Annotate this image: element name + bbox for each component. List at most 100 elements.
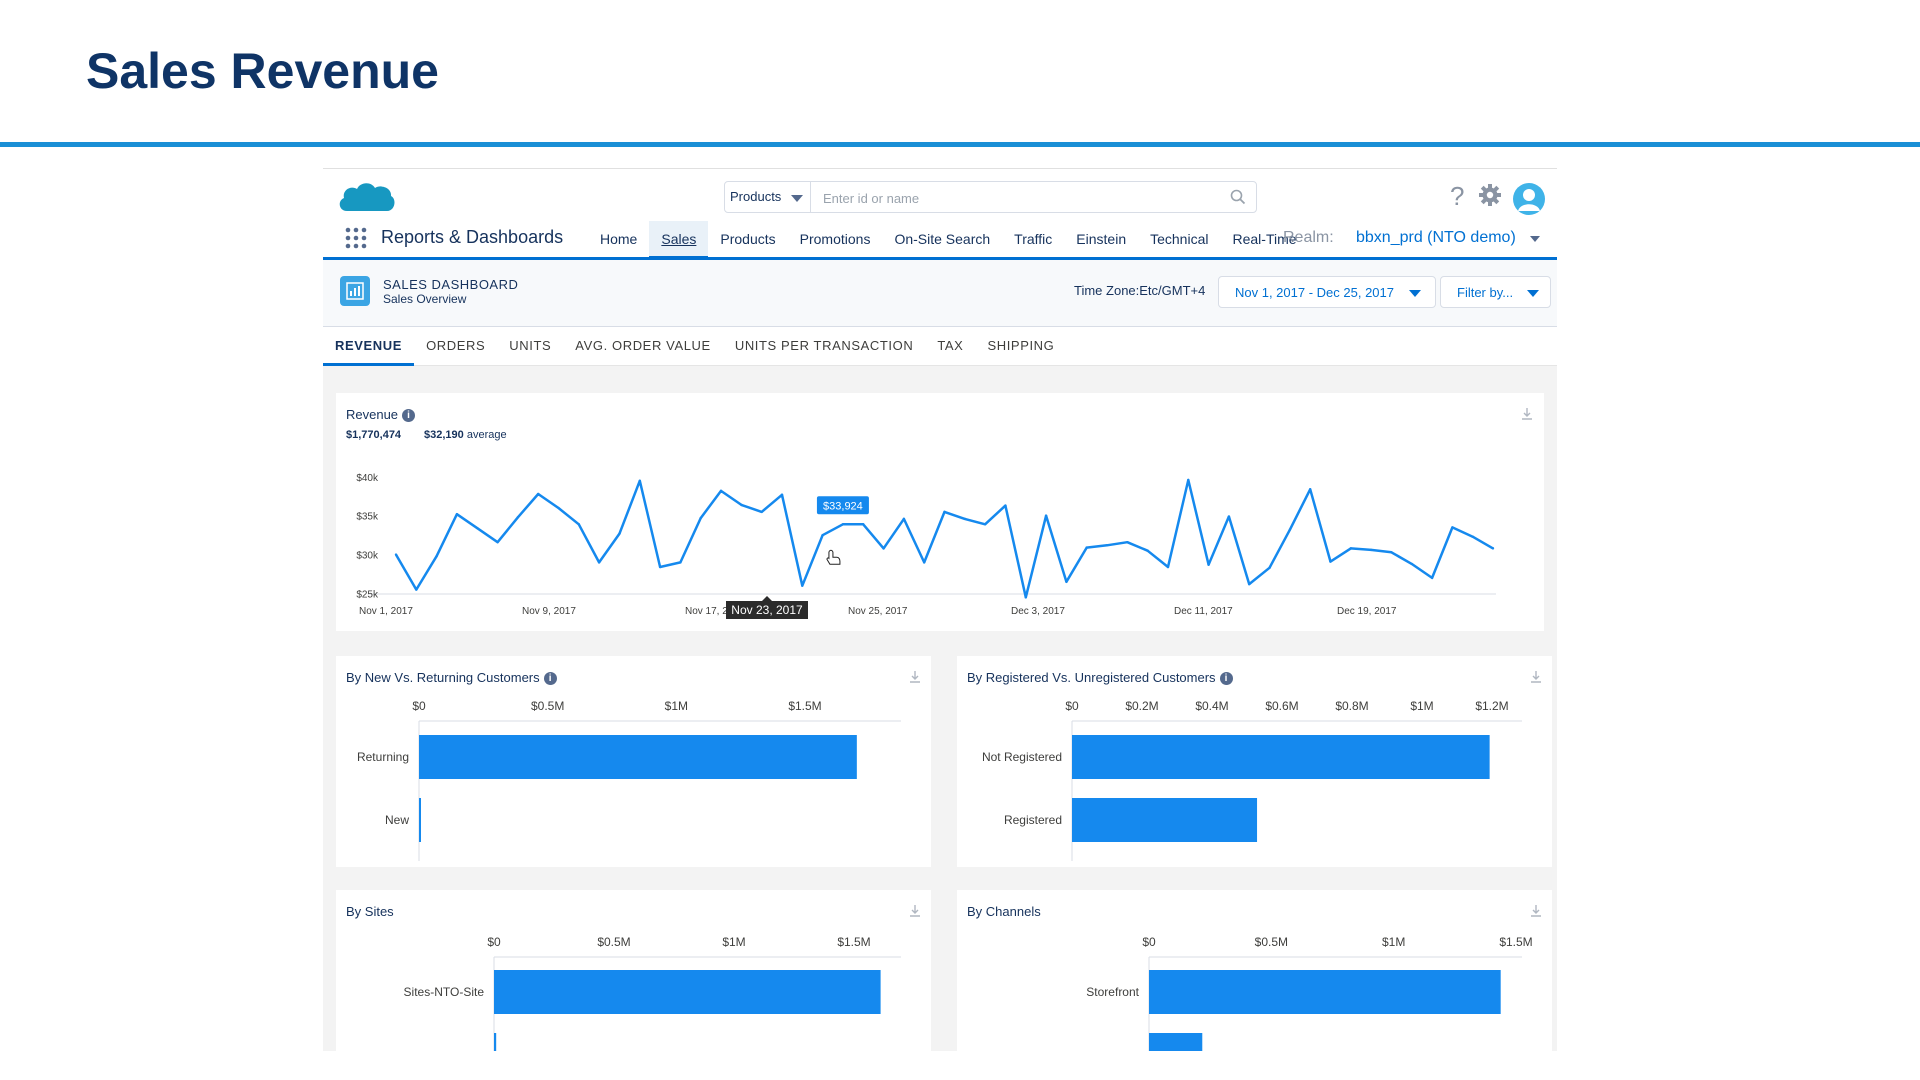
search-input[interactable] [821, 182, 1225, 214]
main-nav: Home Sales Products Promotions On-Site S… [588, 221, 1309, 259]
search-icon[interactable] [1230, 189, 1246, 205]
info-icon[interactable]: i [402, 409, 416, 422]
tab-revenue[interactable]: REVENUE [323, 327, 415, 366]
avatar-icon[interactable] [1513, 183, 1545, 215]
data-point [1146, 549, 1149, 552]
cursor-hand-icon [826, 549, 841, 565]
nav-item-home[interactable]: Home [600, 231, 638, 247]
data-point [577, 523, 581, 526]
chevron-down-icon [1527, 290, 1539, 297]
data-point [1004, 504, 1007, 507]
download-icon[interactable] [908, 670, 922, 684]
tab-orders[interactable]: ORDERS [426, 338, 486, 353]
cursor-hand-shape [826, 549, 841, 565]
tooltip-date: Nov 23, 2017 [731, 603, 803, 617]
x-tick-label: Nov 17, 2017 [685, 606, 745, 617]
y-tick-label: $40k [356, 473, 379, 484]
tab-shipping[interactable]: SHIPPING [987, 338, 1055, 353]
category-label: Sites-NTO-Site [404, 985, 485, 999]
x-tick-label: $1.5M [788, 699, 821, 713]
tab-avg-order-value[interactable]: AVG. ORDER VALUE [575, 338, 711, 353]
salesforce-cloud-logo[interactable] [337, 179, 397, 221]
by-sites-bar-chart: $0 $0.5M $1M $1.5M Sites-NTO-Site [404, 935, 901, 1051]
by-channels-card: By Channels $0 $0.5M $1M $1.5M Storefront [957, 890, 1552, 1051]
timezone-label: Time Zone:Etc/GMT+4 [1074, 283, 1206, 298]
date-range-picker[interactable]: Nov 1, 2017 - Dec 25, 2017 [1218, 276, 1436, 308]
nav-underline [323, 257, 1557, 260]
metric-tabs: REVENUE ORDERS UNITS AVG. ORDER VALUE UN… [323, 327, 1557, 366]
revenue-average-label: average [466, 429, 507, 441]
search-scope-label: Products [730, 189, 782, 204]
data-point [1024, 596, 1027, 599]
data-point [1369, 548, 1373, 552]
y-tick-label: $35k [356, 512, 379, 523]
bar [1149, 1033, 1203, 1051]
search-scope-dropdown[interactable]: Products [725, 182, 811, 212]
nav-item-products[interactable]: Products [720, 231, 776, 247]
bar [1149, 970, 1501, 1014]
data-point [1085, 546, 1088, 549]
app-screenshot: Products ? [323, 168, 1557, 1051]
nav-item-traffic[interactable]: Traffic [1014, 231, 1053, 247]
download-icon[interactable] [1529, 670, 1543, 684]
category-label: Storefront [1086, 985, 1139, 999]
tab-tax[interactable]: TAX [937, 338, 964, 353]
x-tick-label: Dec 3, 2017 [1011, 606, 1065, 617]
nav-item-sales[interactable]: Sales [649, 221, 709, 259]
category-label: Returning [357, 750, 409, 764]
data-point [902, 517, 906, 521]
by-channels-title: By Channels [967, 904, 1041, 919]
data-point [415, 588, 418, 591]
data-point [394, 553, 398, 556]
nav-item-on-site-search[interactable]: On-Site Search [894, 231, 991, 247]
x-tick-label: $0.4M [1195, 699, 1228, 713]
data-point [537, 492, 540, 496]
chevron-down-icon[interactable] [1530, 236, 1540, 242]
data-point [760, 510, 763, 514]
data-point [841, 523, 845, 526]
tooltip-date-box [726, 601, 808, 619]
data-point [1288, 528, 1292, 531]
new-vs-returning-title-text: By New Vs. Returning Customers [346, 670, 540, 685]
by-channels-bar-chart: $0 $0.5M $1M $1.5M Storefront [1086, 935, 1533, 1051]
filter-button[interactable]: Filter by... [1440, 276, 1551, 308]
data-point [455, 512, 459, 516]
bar [419, 735, 857, 779]
new-vs-returning-bar-chart: $0 $0.5M $1M $1.5M Returning New [357, 699, 901, 861]
data-point [557, 506, 560, 510]
app-name: Reports & Dashboards [381, 227, 564, 247]
revenue-title-text: Revenue [346, 407, 399, 422]
data-point [1390, 551, 1393, 554]
app-grid-icon[interactable] [345, 227, 367, 249]
x-tick-label: $0 [412, 699, 426, 713]
tab-units-per-transaction[interactable]: UNITS PER TRANSACTION [734, 338, 914, 353]
x-tick-label: $0.8M [1335, 699, 1368, 713]
tab-units[interactable]: UNITS [509, 338, 552, 353]
nav-item-technical[interactable]: Technical [1150, 231, 1209, 247]
bar [419, 798, 421, 842]
registered-vs-unregistered-card: By Registered Vs. Unregistered Customers… [957, 656, 1552, 867]
help-icon[interactable]: ? [1450, 181, 1465, 211]
data-point [780, 493, 784, 496]
download-icon[interactable] [1520, 407, 1534, 421]
x-tick-label: Nov 1, 2017 [359, 606, 413, 617]
x-tick-label: $0.5M [1255, 935, 1288, 949]
download-icon[interactable] [908, 904, 922, 918]
realm-selector[interactable]: bbxn_prd (NTO demo) [1356, 229, 1516, 246]
download-icon[interactable] [1529, 904, 1543, 918]
category-label: Not Registered [982, 750, 1062, 764]
x-tick-label: $1M [722, 935, 745, 949]
data-point [821, 533, 824, 537]
nav-item-real-time[interactable]: Real-Time [1232, 231, 1297, 247]
info-icon[interactable]: i [543, 672, 557, 685]
gear-icon[interactable] [1478, 183, 1502, 207]
data-point [1329, 560, 1332, 563]
data-point [1065, 580, 1068, 583]
nav-item-promotions[interactable]: Promotions [799, 231, 871, 247]
nav-item-einstein[interactable]: Einstein [1076, 231, 1127, 247]
chevron-down-icon [1409, 290, 1421, 297]
info-icon[interactable]: i [1219, 672, 1233, 685]
bar [494, 970, 881, 1014]
data-point [719, 489, 723, 493]
x-tick-label: $0.5M [597, 935, 630, 949]
